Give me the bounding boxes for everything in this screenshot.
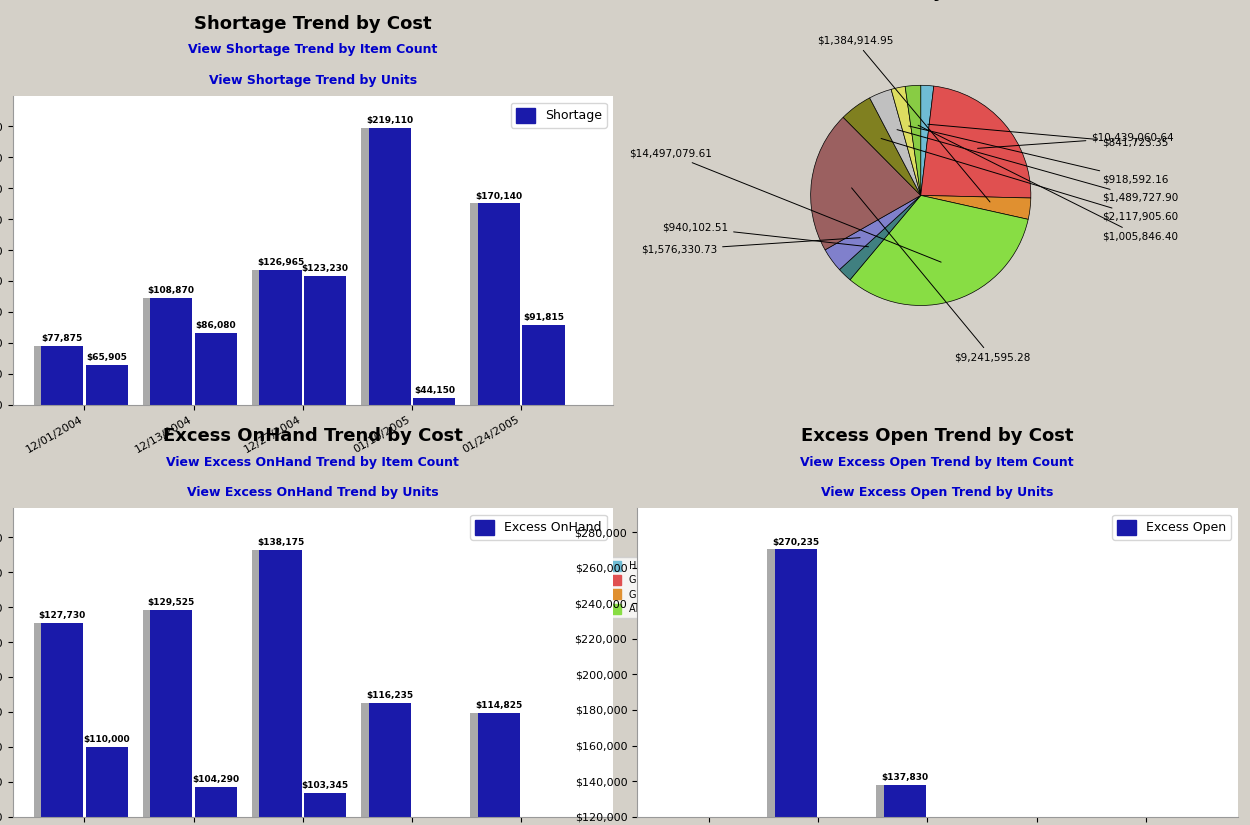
Text: $103,345: $103,345 bbox=[301, 781, 349, 790]
Bar bbox=[142, 298, 185, 404]
Bar bbox=[195, 333, 238, 404]
Bar bbox=[1095, 817, 1138, 825]
Bar bbox=[253, 550, 294, 817]
Text: Excess Open Trend by Cost: Excess Open Trend by Cost bbox=[801, 427, 1074, 446]
Text: $137,830: $137,830 bbox=[881, 773, 929, 782]
Title: Forecast by Customer: Forecast by Customer bbox=[826, 0, 1048, 1]
Bar bbox=[41, 346, 84, 404]
Bar bbox=[522, 324, 565, 404]
Bar bbox=[369, 128, 411, 404]
Wedge shape bbox=[840, 196, 921, 280]
Bar bbox=[768, 549, 810, 817]
Text: $65,905: $65,905 bbox=[86, 352, 128, 361]
Bar bbox=[86, 365, 128, 404]
Text: View Excess OnHand Trend by Units: View Excess OnHand Trend by Units bbox=[188, 487, 439, 499]
Text: $270,235: $270,235 bbox=[772, 538, 820, 546]
Text: $110,000: $110,000 bbox=[84, 735, 130, 744]
Text: $9,241,595.28: $9,241,595.28 bbox=[851, 188, 1030, 362]
Bar bbox=[260, 550, 301, 817]
Text: $14,497,079.61: $14,497,079.61 bbox=[629, 148, 941, 262]
Bar bbox=[361, 703, 404, 817]
Wedge shape bbox=[825, 196, 921, 270]
Bar bbox=[86, 747, 128, 817]
Bar bbox=[478, 713, 520, 817]
Text: $2,117,905.60: $2,117,905.60 bbox=[881, 139, 1179, 222]
Text: $126,965: $126,965 bbox=[256, 258, 304, 267]
Bar bbox=[470, 204, 512, 404]
Text: $123,230: $123,230 bbox=[301, 264, 349, 273]
Text: View Excess Open Trend by Units: View Excess Open Trend by Units bbox=[821, 487, 1054, 499]
Text: $918,592.16: $918,592.16 bbox=[909, 126, 1169, 184]
Text: $127,730: $127,730 bbox=[39, 611, 86, 620]
Bar bbox=[34, 346, 76, 404]
Text: $129,525: $129,525 bbox=[148, 598, 195, 607]
Bar bbox=[150, 610, 192, 817]
Text: $170,140: $170,140 bbox=[475, 191, 522, 200]
Text: $104,290: $104,290 bbox=[192, 775, 240, 784]
Bar bbox=[658, 817, 700, 825]
Text: $138,175: $138,175 bbox=[256, 538, 304, 547]
Bar bbox=[361, 128, 404, 404]
Wedge shape bbox=[921, 86, 1031, 198]
Bar bbox=[775, 549, 818, 817]
Bar bbox=[260, 271, 301, 404]
Bar bbox=[195, 787, 238, 817]
Text: $116,235: $116,235 bbox=[366, 691, 414, 700]
Text: View Excess Open Trend by Item Count: View Excess Open Trend by Item Count bbox=[800, 455, 1074, 469]
Text: $44,150: $44,150 bbox=[414, 386, 455, 395]
Text: View Shortage Trend by Units: View Shortage Trend by Units bbox=[209, 74, 416, 87]
Legend: Shortage: Shortage bbox=[511, 102, 606, 128]
Bar bbox=[470, 713, 512, 817]
Legend: Excess Open: Excess Open bbox=[1112, 515, 1231, 540]
Bar bbox=[41, 623, 84, 817]
Bar bbox=[986, 817, 1028, 825]
Text: $10,439,060.64: $10,439,060.64 bbox=[978, 132, 1174, 148]
Text: View Excess OnHand Trend by Item Count: View Excess OnHand Trend by Item Count bbox=[166, 455, 459, 469]
Bar bbox=[304, 276, 346, 404]
Text: $940,102.51: $940,102.51 bbox=[662, 223, 869, 247]
Text: $114,825: $114,825 bbox=[475, 701, 522, 710]
Text: $841,723.35: $841,723.35 bbox=[928, 125, 1169, 148]
Text: $108,870: $108,870 bbox=[148, 286, 195, 295]
Text: Excess OnHand Trend by Cost: Excess OnHand Trend by Cost bbox=[162, 427, 462, 446]
Text: $1,576,330.73: $1,576,330.73 bbox=[641, 238, 860, 255]
Bar bbox=[876, 785, 919, 817]
Wedge shape bbox=[921, 85, 934, 196]
Text: $77,875: $77,875 bbox=[41, 334, 82, 343]
Text: $1,005,846.40: $1,005,846.40 bbox=[919, 125, 1179, 242]
Bar bbox=[414, 398, 455, 404]
Bar bbox=[478, 204, 520, 404]
Bar bbox=[1102, 817, 1145, 825]
Wedge shape bbox=[844, 98, 921, 196]
Bar bbox=[142, 610, 185, 817]
Bar bbox=[34, 623, 76, 817]
Text: $91,815: $91,815 bbox=[522, 313, 564, 322]
Wedge shape bbox=[870, 89, 921, 196]
Wedge shape bbox=[921, 196, 1031, 219]
Bar bbox=[253, 271, 294, 404]
Bar bbox=[369, 703, 411, 817]
Text: View Shortage Trend by Item Count: View Shortage Trend by Item Count bbox=[188, 44, 438, 56]
Text: $86,080: $86,080 bbox=[196, 322, 236, 331]
Bar bbox=[304, 794, 346, 817]
Wedge shape bbox=[850, 196, 1029, 305]
Bar bbox=[884, 785, 926, 817]
Wedge shape bbox=[905, 85, 921, 196]
Legend: Excess OnHand: Excess OnHand bbox=[470, 515, 606, 540]
Legend: Heavely Guitar, Guitar Equipment, Guitar Mart, All About Guitar, Guitar Retailer: Heavely Guitar, Guitar Equipment, Guitar… bbox=[606, 557, 941, 618]
Text: Shortage Trend by Cost: Shortage Trend by Cost bbox=[194, 16, 431, 33]
Text: $219,110: $219,110 bbox=[366, 116, 414, 125]
Text: $1,489,727.90: $1,489,727.90 bbox=[898, 130, 1179, 203]
Bar bbox=[665, 817, 707, 825]
Wedge shape bbox=[811, 117, 921, 250]
Bar bbox=[992, 817, 1035, 825]
Bar bbox=[150, 298, 192, 404]
Text: $1,384,914.95: $1,384,914.95 bbox=[816, 35, 990, 202]
Wedge shape bbox=[891, 87, 921, 196]
